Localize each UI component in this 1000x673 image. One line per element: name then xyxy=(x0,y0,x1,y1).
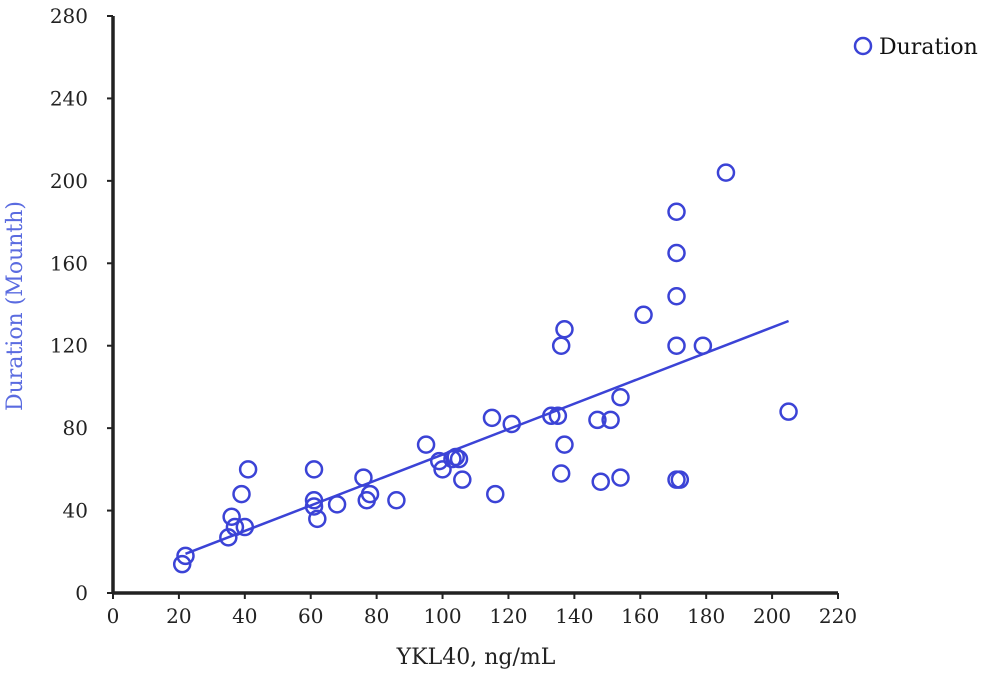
x-tick-label: 120 xyxy=(489,604,527,628)
data-point xyxy=(304,460,324,479)
data-point xyxy=(601,410,620,430)
data-point xyxy=(502,414,521,434)
x-tick-label: 0 xyxy=(107,604,120,628)
y-tick-label: 280 xyxy=(50,4,88,28)
data-point xyxy=(387,491,406,510)
x-tick-label: 20 xyxy=(166,604,191,628)
y-tick-label: 160 xyxy=(50,251,88,275)
x-tick-label: 180 xyxy=(687,604,725,628)
data-point xyxy=(235,517,255,537)
data-point xyxy=(555,435,574,454)
y-tick-label: 120 xyxy=(50,334,88,358)
data-point xyxy=(611,468,630,487)
legend: Duration xyxy=(853,35,978,60)
data-point xyxy=(611,387,630,407)
data-point xyxy=(548,406,568,426)
trendline-layer xyxy=(185,319,790,556)
y-tick-label: 240 xyxy=(50,86,88,110)
data-point xyxy=(232,484,251,504)
data-point xyxy=(360,484,380,504)
x-tick-label: 220 xyxy=(819,604,857,628)
data-point xyxy=(482,408,502,428)
data-point xyxy=(667,336,686,355)
data-point xyxy=(486,484,505,504)
data-point xyxy=(433,460,452,479)
data-point xyxy=(172,554,192,574)
data-point xyxy=(327,495,347,514)
y-tick-label: 40 xyxy=(63,499,88,523)
data-point xyxy=(176,546,195,566)
legend-marker xyxy=(853,36,873,56)
tick-labels: 0 20 40 60 80 100 120 140 160 180 200 220 0 40 80 120 16… xyxy=(50,4,857,628)
x-tick-label: 80 xyxy=(364,604,389,628)
y-axis-title: Duration (Mounth) xyxy=(3,201,28,411)
trendline xyxy=(185,319,790,556)
data-point xyxy=(588,410,607,430)
data-point xyxy=(416,435,436,454)
x-tick-label: 140 xyxy=(555,604,593,628)
data-point xyxy=(542,406,561,426)
x-tick-label: 200 xyxy=(753,604,791,628)
data-point xyxy=(449,449,469,469)
data-point xyxy=(551,336,571,355)
data-point xyxy=(667,202,686,222)
data-point xyxy=(308,509,327,529)
data-point xyxy=(304,497,324,516)
data-point xyxy=(779,402,798,421)
data-point xyxy=(716,163,736,182)
data-point xyxy=(222,507,241,527)
x-tick-label: 40 xyxy=(232,604,257,628)
x-tick-label: 60 xyxy=(298,604,323,628)
data-point xyxy=(591,472,610,491)
x-tick-label: 100 xyxy=(423,604,461,628)
data-point xyxy=(667,243,686,263)
data-point xyxy=(693,336,713,355)
data-points xyxy=(172,163,798,574)
axes xyxy=(107,15,839,599)
data-point xyxy=(304,491,324,510)
y-tick-label: 200 xyxy=(50,169,88,193)
y-tick-label: 80 xyxy=(63,416,88,440)
x-tick-label: 160 xyxy=(621,604,659,628)
y-tick-label: 0 xyxy=(75,581,88,605)
legend-label: Duration xyxy=(879,35,978,60)
data-point xyxy=(238,460,258,479)
data-point xyxy=(354,468,373,487)
data-point xyxy=(667,287,686,306)
data-point xyxy=(430,451,449,471)
data-point xyxy=(670,470,690,489)
data-point xyxy=(555,319,574,339)
data-point xyxy=(634,305,653,325)
data-point xyxy=(225,517,245,537)
data-point xyxy=(453,470,472,489)
data-point xyxy=(551,464,571,483)
x-axis-title: YKL40, ng/mL xyxy=(396,645,556,670)
